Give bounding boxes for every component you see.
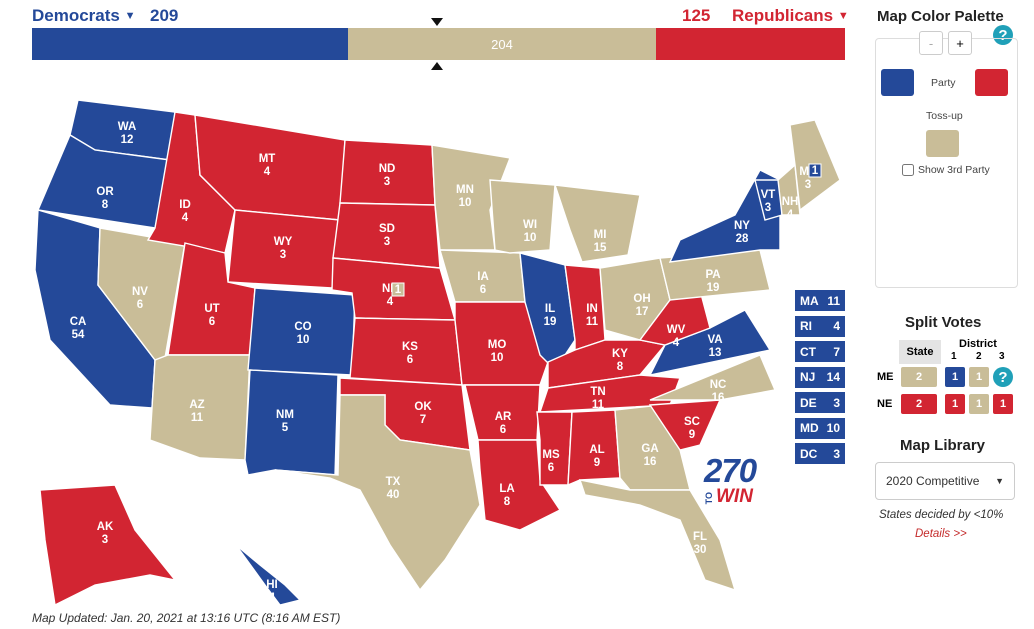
party-label: Party: [931, 77, 956, 89]
me-statewide-cell[interactable]: 2: [901, 367, 937, 387]
small-state-dc[interactable]: DC 3: [795, 443, 845, 464]
small-state-abbr: DC: [800, 446, 818, 461]
state-la[interactable]: [477, 439, 562, 531]
palette-help-icon[interactable]: ?: [993, 25, 1013, 45]
small-state-ev: 10: [826, 421, 840, 435]
tossup-label: Toss-up: [926, 110, 963, 122]
small-state-ev: 11: [827, 293, 840, 308]
state-ms[interactable]: [536, 411, 573, 486]
state-fl[interactable]: [578, 479, 737, 592]
small-state-ev: 14: [826, 370, 840, 384]
ne-district-2-cell[interactable]: 1: [969, 394, 989, 414]
republicans-dropdown[interactable]: Republicans ▼: [732, 6, 849, 26]
small-state-ct[interactable]: CT 7: [795, 341, 845, 362]
republican-ev-count: 125: [682, 6, 711, 25]
zoom-in-button[interactable]: +: [948, 31, 972, 55]
state-nd[interactable]: [339, 139, 436, 206]
state-sd[interactable]: [332, 202, 441, 269]
state-co[interactable]: [247, 287, 356, 376]
270-marker-bottom-icon: [431, 62, 443, 70]
state-al[interactable]: [567, 409, 621, 487]
small-state-de[interactable]: DE 3: [795, 392, 845, 413]
tossup-color-swatch[interactable]: [926, 130, 959, 157]
state-nm[interactable]: [244, 369, 339, 476]
electoral-tally-bar: 204: [32, 28, 845, 60]
small-state-md[interactable]: MD 10: [795, 417, 845, 439]
caret-down-icon: ▼: [124, 10, 136, 22]
rep-color-swatch[interactable]: [975, 69, 1008, 96]
palette-box: - + Party Toss-up Show 3rd Party: [875, 31, 1018, 288]
small-state-abbr: RI: [800, 319, 812, 333]
state-tx[interactable]: [274, 394, 481, 592]
small-state-abbr: CT: [800, 344, 816, 359]
ne-district-3-cell[interactable]: 1: [993, 394, 1013, 414]
me-district-marker[interactable]: [808, 163, 822, 178]
split-state-header: State: [899, 340, 941, 364]
ne-district-marker[interactable]: [391, 282, 405, 297]
state-wy[interactable]: [227, 209, 341, 289]
map-updated-note: Map Updated: Jan. 20, 2021 at 13:16 UTC …: [32, 611, 341, 625]
state-mi[interactable]: [553, 184, 641, 263]
small-state-abbr: DE: [800, 395, 817, 410]
small-state-abbr: MD: [800, 421, 819, 435]
district-1-header: 1: [951, 351, 957, 362]
state-ks[interactable]: [349, 317, 463, 386]
palette-title: Map Color Palette: [877, 8, 1004, 25]
split-votes-title: Split Votes: [905, 314, 982, 331]
state-ia[interactable]: [439, 249, 526, 303]
small-state-abbr: NJ: [800, 370, 816, 384]
map-library-selected: 2020 Competitive: [886, 474, 980, 488]
third-party-toggle[interactable]: Show 3rd Party: [902, 164, 990, 176]
small-state-ev: 3: [833, 395, 840, 410]
tossup-bar-segment: 204: [347, 28, 657, 60]
dem-color-swatch[interactable]: [881, 69, 914, 96]
state-wv[interactable]: [638, 289, 711, 346]
small-state-abbr: MA: [800, 293, 819, 308]
270towin-logo: 270 TO WIN: [704, 452, 757, 507]
state-ar[interactable]: [464, 384, 541, 441]
third-party-label: Show 3rd Party: [918, 164, 990, 176]
republican-bar-segment: [656, 28, 845, 60]
map-library-title: Map Library: [900, 437, 986, 454]
state-sc[interactable]: [648, 399, 722, 451]
split-row-state: ME: [877, 371, 894, 383]
third-party-checkbox[interactable]: [902, 164, 914, 176]
caret-down-icon: ▼: [837, 10, 849, 22]
small-state-ev: 4: [833, 319, 840, 333]
me-district-2-cell[interactable]: 1: [969, 367, 989, 387]
state-nh[interactable]: [777, 163, 801, 216]
small-state-ma[interactable]: MA 11: [795, 290, 845, 311]
us-electoral-map: WA12OR8CA54NV6ID4MT4WY3UT6AZ11CO10NM5ND3…: [34, 99, 841, 607]
state-nc[interactable]: [649, 354, 776, 401]
tossup-ev-count: 204: [491, 36, 513, 52]
map-library-note: States decided by <10%: [879, 509, 1004, 521]
democrats-label: Democrats: [32, 6, 120, 25]
small-state-ev: 3: [833, 446, 840, 461]
ne-statewide-cell[interactable]: 2: [901, 394, 937, 414]
split-row-state: NE: [877, 398, 893, 410]
small-state-ev: 7: [833, 344, 840, 359]
democrats-dropdown[interactable]: Democrats ▼: [32, 6, 136, 26]
split-district-header: District: [959, 338, 997, 350]
district-2-header: 2: [976, 351, 982, 362]
democrat-ev-count: 209: [150, 6, 179, 25]
state-ak[interactable]: [39, 484, 177, 607]
details-link[interactable]: Details >>: [915, 528, 967, 540]
small-state-ri[interactable]: RI 4: [795, 315, 845, 337]
split-help-icon[interactable]: ?: [993, 367, 1013, 387]
republicans-label: Republicans: [732, 6, 834, 25]
map-library-select[interactable]: 2020 Competitive ▼: [875, 462, 1015, 500]
state-wi[interactable]: [489, 179, 556, 254]
chevron-down-icon: ▼: [995, 476, 1004, 486]
me-district-1-cell[interactable]: 1: [945, 367, 965, 387]
ne-district-1-cell[interactable]: 1: [945, 394, 965, 414]
270-marker-top-icon: [431, 18, 443, 26]
zoom-out-button[interactable]: -: [919, 31, 943, 55]
state-az[interactable]: [149, 354, 251, 461]
small-state-nj[interactable]: NJ 14: [795, 366, 845, 388]
democrat-bar-segment: [32, 28, 348, 60]
state-hi[interactable]: [235, 544, 302, 606]
district-3-header: 3: [999, 351, 1005, 362]
